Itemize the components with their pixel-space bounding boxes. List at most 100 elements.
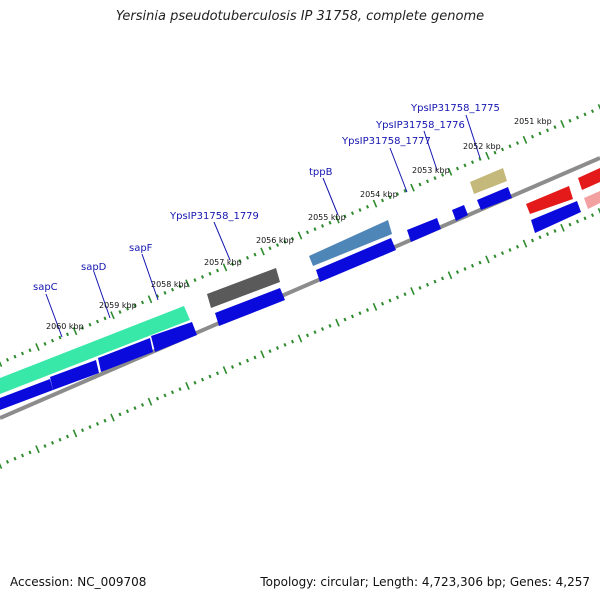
minor-tick bbox=[470, 160, 475, 165]
minor-tick bbox=[193, 278, 197, 282]
major-tick bbox=[522, 135, 528, 144]
minor-tick bbox=[80, 326, 85, 330]
minor-tick bbox=[238, 259, 242, 263]
minor-tick bbox=[13, 354, 17, 359]
kbp-label: 2052 kbp bbox=[463, 142, 501, 151]
gene-label-tppB[interactable]: tppB bbox=[309, 167, 333, 178]
red-feature-2[interactable] bbox=[578, 168, 600, 190]
minor-tick bbox=[178, 284, 182, 289]
cds-arrow[interactable] bbox=[316, 238, 396, 282]
minor-tick bbox=[343, 317, 347, 322]
minor-tick bbox=[20, 453, 25, 458]
tppB-feature[interactable] bbox=[309, 220, 392, 266]
minor-tick bbox=[320, 224, 325, 228]
major-tick bbox=[0, 360, 3, 367]
major-tick bbox=[35, 343, 40, 352]
minor-tick bbox=[583, 112, 587, 117]
minor-tick bbox=[575, 219, 580, 224]
cds-arrow[interactable] bbox=[477, 187, 512, 210]
minor-tick bbox=[388, 298, 392, 303]
minor-tick bbox=[80, 428, 85, 433]
minor-tick bbox=[238, 361, 242, 366]
minor-tick bbox=[193, 380, 197, 385]
feature-1775[interactable] bbox=[470, 168, 507, 194]
major-tick bbox=[222, 366, 228, 375]
major-tick bbox=[335, 215, 340, 224]
major-tick bbox=[297, 334, 303, 343]
gene-label-1776[interactable]: YpsIP31758_1776 bbox=[375, 120, 465, 131]
minor-tick bbox=[508, 144, 512, 149]
cds-arrow[interactable] bbox=[452, 205, 468, 221]
minor-tick bbox=[230, 365, 235, 369]
kbp-label: 2055 kbp bbox=[308, 213, 346, 222]
sap-operon-feature[interactable] bbox=[0, 306, 190, 394]
gene-label-1779[interactable]: YpsIP31758_1779 bbox=[169, 211, 259, 222]
minor-tick bbox=[365, 308, 370, 312]
major-tick bbox=[485, 151, 490, 160]
major-tick bbox=[372, 302, 378, 311]
minor-tick bbox=[178, 387, 182, 391]
minor-tick bbox=[253, 355, 257, 360]
minor-tick bbox=[163, 393, 167, 398]
minor-tick bbox=[5, 357, 10, 362]
minor-tick bbox=[58, 437, 62, 442]
cds-arrow[interactable] bbox=[531, 201, 581, 233]
minor-tick bbox=[155, 294, 160, 298]
feature-1779[interactable] bbox=[207, 268, 280, 308]
major-tick bbox=[522, 239, 528, 248]
minor-tick bbox=[500, 251, 505, 255]
major-tick bbox=[410, 183, 415, 192]
cds-arrow[interactable] bbox=[0, 379, 53, 410]
cds-arrow[interactable] bbox=[98, 338, 153, 372]
kbp-label: 2056 kbp bbox=[256, 236, 294, 245]
gene-label-sapD[interactable]: sapD bbox=[81, 262, 107, 273]
major-tick bbox=[597, 208, 600, 215]
minor-tick bbox=[463, 163, 467, 168]
minor-tick bbox=[43, 444, 47, 448]
minor-tick bbox=[140, 300, 145, 305]
cds-arrow[interactable] bbox=[151, 322, 197, 352]
minor-tick bbox=[95, 319, 100, 324]
minor-tick bbox=[343, 214, 347, 219]
gene-label-sapF[interactable]: sapF bbox=[129, 243, 153, 254]
minor-tick bbox=[268, 246, 272, 251]
red-feature[interactable] bbox=[526, 186, 573, 214]
minor-tick bbox=[380, 301, 385, 306]
gene-label-1775[interactable]: YpsIP31758_1775 bbox=[410, 103, 500, 114]
inner-tick-ruler bbox=[0, 208, 600, 469]
minor-tick bbox=[313, 227, 317, 231]
gene-label-sapC[interactable]: sapC bbox=[33, 282, 58, 293]
major-tick bbox=[447, 271, 453, 280]
major-tick bbox=[260, 247, 265, 256]
minor-tick bbox=[440, 276, 445, 281]
kbp-label: 2054 kbp bbox=[360, 190, 398, 199]
pink-feature[interactable] bbox=[584, 191, 600, 209]
cds-arrow[interactable] bbox=[215, 288, 285, 326]
major-tick bbox=[0, 462, 3, 469]
minor-tick bbox=[538, 131, 542, 136]
minor-tick bbox=[418, 286, 422, 290]
major-tick bbox=[110, 311, 115, 320]
major-tick bbox=[185, 279, 190, 288]
cds-arrow[interactable] bbox=[50, 360, 99, 390]
feature-track bbox=[0, 168, 600, 394]
minor-tick bbox=[283, 342, 287, 347]
major-tick bbox=[335, 318, 340, 327]
minor-tick bbox=[163, 291, 167, 295]
minor-tick bbox=[275, 346, 280, 350]
minor-tick bbox=[350, 211, 355, 216]
minor-tick bbox=[455, 166, 460, 171]
minor-tick bbox=[28, 348, 32, 353]
major-tick bbox=[485, 255, 490, 264]
gene-label-1777[interactable]: YpsIP31758_1777 bbox=[341, 136, 431, 147]
minor-tick bbox=[463, 267, 467, 271]
minor-tick bbox=[493, 150, 497, 155]
minor-tick bbox=[388, 195, 392, 200]
minor-tick bbox=[290, 236, 295, 241]
minor-tick bbox=[575, 115, 580, 120]
minor-tick bbox=[20, 351, 25, 356]
cds-arrow[interactable] bbox=[407, 218, 441, 242]
major-tick bbox=[372, 199, 378, 208]
minor-tick bbox=[358, 208, 362, 212]
kbp-label: 2057 kbp bbox=[204, 258, 242, 267]
